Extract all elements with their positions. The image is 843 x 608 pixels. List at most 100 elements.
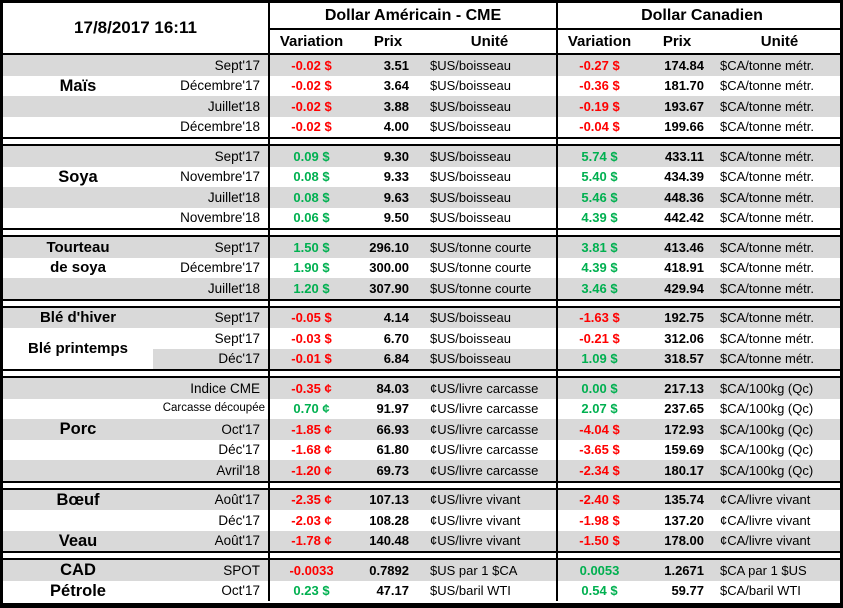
ca-section-title: Dollar Canadien [556,3,840,30]
commodity-label: CAD [60,561,96,579]
commodity-cell [3,460,153,481]
ca-unit-cell: $CA/100kg (Qc) [713,378,840,399]
ca-price-cell: 442.42 [641,207,713,228]
us-unit-cell: $US/boisseau [423,166,556,187]
ca-unit-cell: $CA/100kg (Qc) [713,439,840,460]
ca-price-cell: 192.75 [641,307,713,328]
contract-cell: Sept'17 [153,237,268,258]
ca-unit-cell: $CA/tonne métr. [713,348,840,369]
contract-cell: Sept'17 [153,146,268,167]
ca-unit-cell: $CA/tonne métr. [713,257,840,278]
commodity-group: Sept'17 -0.02 $3.51 $US/boisseau -0.27 $174… [3,55,840,137]
ca-price-cell: 193.67 [641,96,713,117]
commodity-cell [3,398,153,419]
commodity-group: Sept'17 0.09 $9.30 $US/boisseau 5.74 $433.1… [3,146,840,228]
us-price-cell: 9.33 [353,166,423,187]
ca-price-cell: 433.11 [641,146,713,167]
us-variation-cell: 0.23 $ [268,580,353,601]
table-header: 17/8/2017 16:11 Dollar Américain - CME D… [3,3,840,55]
commodity-cell [3,560,153,581]
us-unit-cell: $US/boisseau [423,75,556,96]
us-variation-cell: -2.35 ¢ [268,489,353,510]
us-variation-cell: -1.68 ¢ [268,439,353,460]
commodity-cell [3,489,153,510]
commodity-cell [3,146,153,167]
us-variation-cell: -0.35 ¢ [268,378,353,399]
us-variation-cell: 0.70 ¢ [268,398,353,419]
ca-unit-cell: $CA/tonne métr. [713,237,840,258]
us-variation-cell: -1.20 ¢ [268,460,353,481]
ca-price-cell: 174.84 [641,55,713,76]
commodity-cell [3,187,153,208]
us-variation-cell: -0.02 $ [268,75,353,96]
ca-price-cell: 1.2671 [641,560,713,581]
commodity-cell [3,257,153,278]
commodity-label: Porc [59,420,97,438]
ca-variation-cell: 5.46 $ [556,187,641,208]
us-variation-cell: -0.0033 [268,560,353,581]
ca-unit-header: Unité [760,33,799,50]
ca-unit-cell: $CA/tonne métr. [713,55,840,76]
us-variation-cell: -0.02 $ [268,55,353,76]
ca-variation-cell: 3.46 $ [556,278,641,299]
us-unit-cell: $US/boisseau [423,348,556,369]
us-unit-cell: $US/tonne courte [423,278,556,299]
us-price-cell: 140.48 [353,530,423,551]
us-price-cell: 9.63 [353,187,423,208]
ca-price-cell: 448.36 [641,187,713,208]
table-body: Sept'17 -0.02 $3.51 $US/boisseau -0.27 $174… [3,55,840,601]
ca-unit-cell: $CA/tonne métr. [713,75,840,96]
ca-price-cell: 137.20 [641,510,713,531]
ca-unit-cell: $CA/tonne métr. [713,187,840,208]
commodity-cell [3,75,153,96]
ca-unit-cell: $CA/tonne métr. [713,146,840,167]
ca-variation-cell: -1.98 $ [556,510,641,531]
ca-price-cell: 199.66 [641,116,713,137]
us-price-cell: 69.73 [353,460,423,481]
ca-variation-cell: 0.54 $ [556,580,641,601]
us-unit-cell: $US/baril WTI [423,580,556,601]
commodity-label: Veau [58,531,98,550]
us-price-cell: 47.17 [353,580,423,601]
ca-unit-cell: ¢CA/livre vivant [713,510,840,531]
group-separator [3,551,840,560]
commodity-cell [3,237,153,258]
commodity-label: Bœuf [56,490,100,509]
us-unit-header: Unité [470,33,509,50]
us-variation-header: Variation [268,30,353,53]
us-variation-cell: 1.50 $ [268,237,353,258]
contract-cell: Oct'17 [153,580,268,601]
us-unit-cell: ¢US/livre carcasse [423,460,556,481]
contract-cell: Décembre'17 [153,75,268,96]
us-section-title: Dollar Américain - CME [268,3,556,30]
ca-price-cell: 135.74 [641,489,713,510]
ca-unit-cell: $CA/tonne métr. [713,166,840,187]
contract-cell: Novembre'17 [153,166,268,187]
group-separator [3,298,840,308]
ca-price-cell: 181.70 [641,75,713,96]
ca-unit-cell: $CA/tonne métr. [713,307,840,328]
contract-cell: SPOT [153,560,268,581]
us-price-cell: 4.14 [353,307,423,328]
ca-unit-cell: $CA/100kg (Qc) [713,460,840,481]
ca-variation-cell: 2.07 $ [556,398,641,419]
ca-variation-cell: 5.40 $ [556,166,641,187]
report-datetime: 17/8/2017 16:11 [74,18,197,37]
commodity-group: Août'17 -2.35 ¢ 107.13 ¢US/livre vivant -2.4… [3,489,840,551]
us-price-cell: 6.70 [353,328,423,349]
ca-price-cell: 217.13 [641,378,713,399]
us-price-cell: 3.64 [353,75,423,96]
contract-cell: Déc'17 [153,348,268,369]
us-price-cell: 296.10 [353,237,423,258]
us-price-cell: 307.90 [353,278,423,299]
us-unit-cell: ¢US/livre carcasse [423,439,556,460]
us-unit-cell: $US/boisseau [423,187,556,208]
ca-variation-cell: 0.0053 [556,560,641,581]
commodity-label: Maïs [59,76,97,95]
contract-cell: Août'17 [153,489,268,510]
us-unit-cell: ¢US/livre vivant [423,510,556,531]
ca-unit-cell: ¢CA/livre vivant [713,530,840,551]
ca-price-cell: 178.00 [641,530,713,551]
contract-cell: Décembre'17 [153,257,268,278]
